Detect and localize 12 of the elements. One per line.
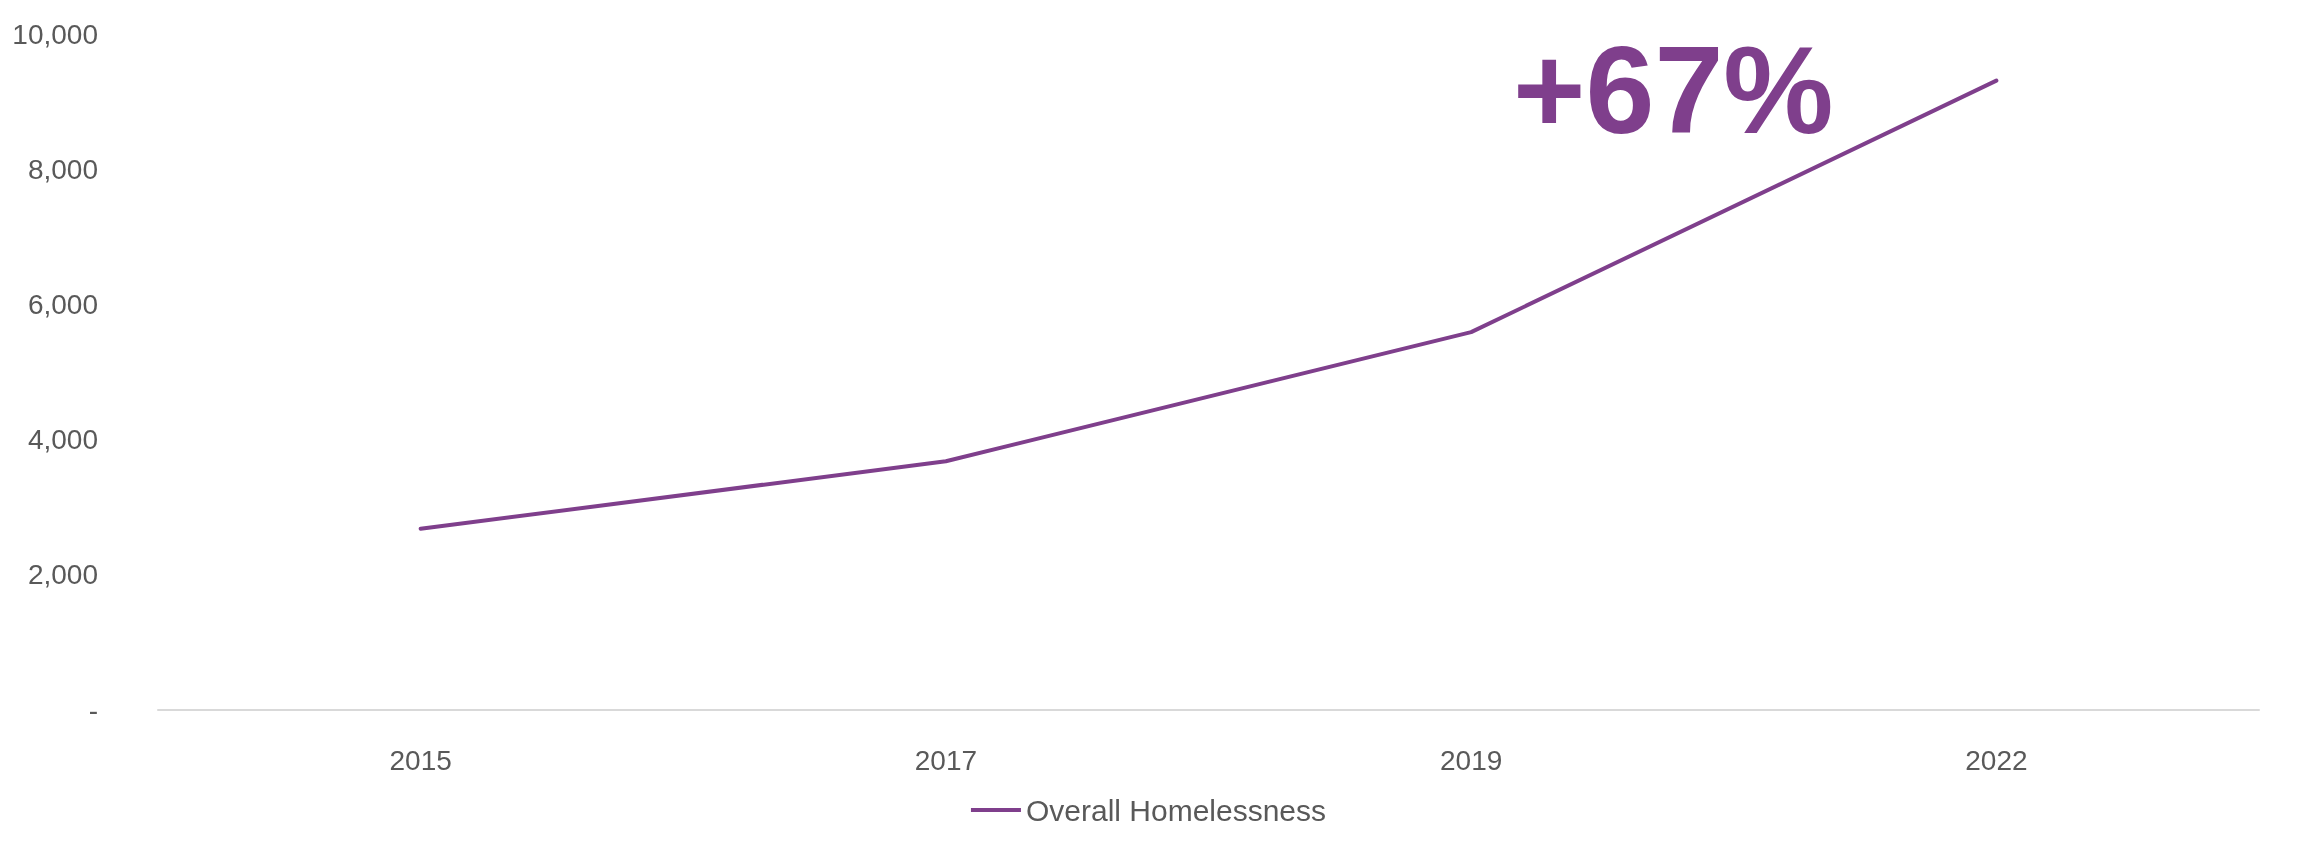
legend-label: Overall Homelessness bbox=[1025, 793, 1327, 827]
y-tick-label: - bbox=[88, 694, 98, 726]
x-tick-label: 2019 bbox=[1439, 744, 1503, 776]
y-tick-label: 4,000 bbox=[27, 424, 98, 456]
y-tick-label: 6,000 bbox=[27, 288, 98, 320]
annotation: +67% bbox=[1513, 21, 1834, 159]
x-tick-label: 2022 bbox=[1965, 744, 2028, 776]
y-tick-label: 2,000 bbox=[27, 559, 98, 591]
y-tick-label: 10,000 bbox=[12, 18, 98, 50]
y-tick-label: 8,000 bbox=[27, 153, 98, 185]
x-tick-label: 2015 bbox=[389, 744, 452, 776]
x-tick-label: 2017 bbox=[914, 744, 978, 776]
